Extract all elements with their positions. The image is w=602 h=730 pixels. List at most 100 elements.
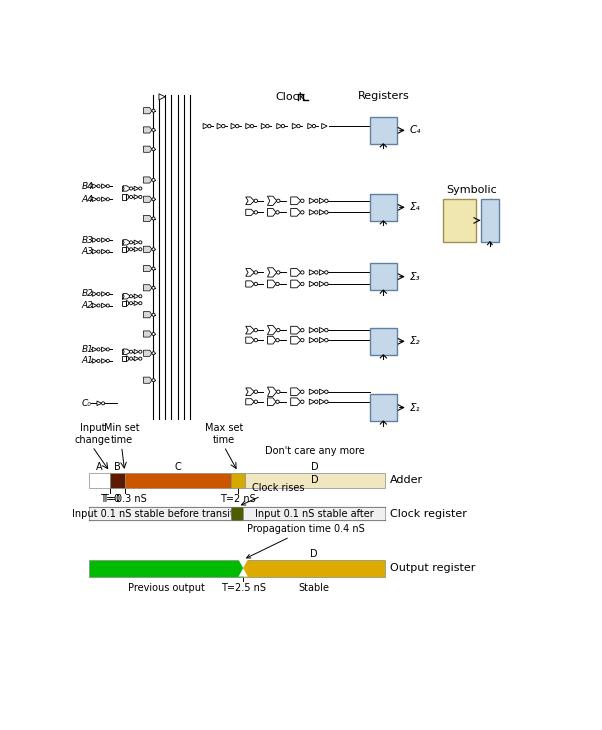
Circle shape xyxy=(235,124,239,128)
Polygon shape xyxy=(246,326,254,334)
Text: Input 0.1 nS stable before transition: Input 0.1 nS stable before transition xyxy=(72,509,249,519)
Polygon shape xyxy=(143,285,152,291)
Polygon shape xyxy=(309,281,315,287)
Circle shape xyxy=(254,400,258,404)
Bar xyxy=(89,472,110,488)
Circle shape xyxy=(129,247,132,251)
Text: Symbolic: Symbolic xyxy=(446,185,497,195)
Circle shape xyxy=(324,283,328,285)
Circle shape xyxy=(102,402,105,405)
Circle shape xyxy=(324,400,328,404)
Text: Input
change: Input change xyxy=(74,423,110,445)
Bar xyxy=(370,394,397,421)
Text: Don't care any more: Don't care any more xyxy=(265,445,365,456)
Circle shape xyxy=(152,379,155,382)
Circle shape xyxy=(106,359,110,363)
Circle shape xyxy=(265,124,269,128)
Circle shape xyxy=(254,328,258,332)
Polygon shape xyxy=(309,198,315,204)
Polygon shape xyxy=(309,337,315,343)
Text: A3: A3 xyxy=(81,247,93,256)
Circle shape xyxy=(106,250,110,253)
Circle shape xyxy=(254,211,258,214)
Polygon shape xyxy=(267,326,277,335)
Polygon shape xyxy=(246,337,254,343)
Polygon shape xyxy=(217,123,223,128)
Circle shape xyxy=(315,339,318,342)
Text: Clock rises: Clock rises xyxy=(241,483,305,505)
Circle shape xyxy=(276,400,279,404)
Circle shape xyxy=(97,185,100,188)
Circle shape xyxy=(324,199,328,202)
Polygon shape xyxy=(246,197,254,204)
Circle shape xyxy=(315,328,318,332)
Circle shape xyxy=(254,271,258,274)
Polygon shape xyxy=(92,347,97,352)
Circle shape xyxy=(129,350,132,353)
Circle shape xyxy=(324,271,328,274)
Circle shape xyxy=(106,293,110,296)
Bar xyxy=(244,472,385,488)
Bar xyxy=(243,560,385,577)
Circle shape xyxy=(300,328,304,332)
Bar xyxy=(231,507,243,520)
Bar xyxy=(89,560,243,577)
Text: A1: A1 xyxy=(81,356,93,366)
Circle shape xyxy=(139,295,142,298)
Circle shape xyxy=(276,211,279,214)
Circle shape xyxy=(300,390,304,393)
Polygon shape xyxy=(143,127,152,133)
Bar xyxy=(122,194,126,199)
Circle shape xyxy=(300,339,304,342)
Polygon shape xyxy=(320,328,325,333)
Polygon shape xyxy=(246,399,254,405)
Circle shape xyxy=(297,124,300,128)
Text: Clock: Clock xyxy=(275,92,305,102)
Polygon shape xyxy=(267,387,277,396)
Polygon shape xyxy=(246,123,251,128)
Circle shape xyxy=(106,348,110,351)
Polygon shape xyxy=(123,239,131,245)
Polygon shape xyxy=(143,246,152,253)
Circle shape xyxy=(139,357,142,360)
Circle shape xyxy=(139,350,142,353)
Circle shape xyxy=(139,301,142,304)
Polygon shape xyxy=(143,215,152,222)
Circle shape xyxy=(254,199,258,202)
Polygon shape xyxy=(267,196,277,205)
Polygon shape xyxy=(143,177,152,183)
Polygon shape xyxy=(102,238,106,242)
Text: Adder: Adder xyxy=(390,475,423,485)
Text: A: A xyxy=(96,462,103,472)
Text: A2: A2 xyxy=(81,301,93,310)
Circle shape xyxy=(152,352,155,355)
Polygon shape xyxy=(102,197,106,201)
Circle shape xyxy=(139,241,142,244)
Polygon shape xyxy=(309,269,315,275)
Text: Output register: Output register xyxy=(390,563,475,573)
Text: Propagation time 0.4 nS: Propagation time 0.4 nS xyxy=(247,524,365,558)
Polygon shape xyxy=(143,377,152,383)
Polygon shape xyxy=(102,303,106,308)
Circle shape xyxy=(139,247,142,251)
Circle shape xyxy=(324,328,328,332)
Circle shape xyxy=(152,178,155,182)
Circle shape xyxy=(222,124,225,128)
Text: C: C xyxy=(175,462,181,472)
Polygon shape xyxy=(267,280,276,288)
Polygon shape xyxy=(291,337,301,344)
Bar xyxy=(370,263,397,290)
Circle shape xyxy=(276,271,280,274)
Text: A4: A4 xyxy=(81,195,93,204)
Polygon shape xyxy=(231,123,237,128)
Text: Registers: Registers xyxy=(358,91,409,101)
Text: Σ₂: Σ₂ xyxy=(409,337,420,346)
Circle shape xyxy=(152,332,155,336)
Bar xyxy=(231,472,244,488)
Bar xyxy=(480,199,499,242)
Polygon shape xyxy=(102,250,106,254)
Circle shape xyxy=(152,217,155,220)
Polygon shape xyxy=(92,250,97,254)
Text: T=2 nS: T=2 nS xyxy=(220,494,256,504)
Polygon shape xyxy=(143,312,152,318)
